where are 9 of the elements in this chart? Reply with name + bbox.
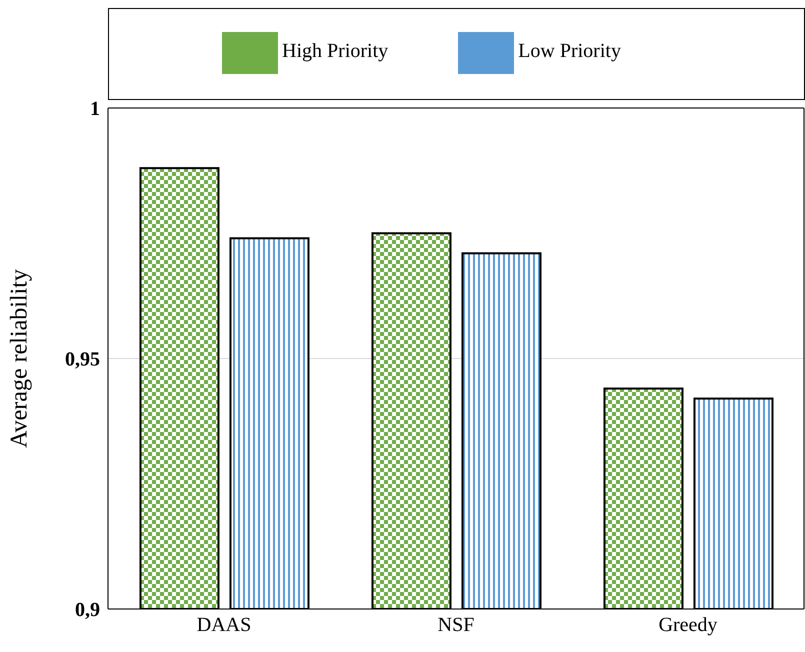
x-tick-label: DAAS (196, 614, 252, 636)
x-tick-label: NSF (438, 614, 474, 636)
x-tick-label: Greedy (658, 614, 718, 636)
y-tick-label: 1 (90, 98, 100, 120)
y-axis-title: Average reliability (6, 269, 33, 448)
y-tick-label: 0,9 (75, 599, 100, 622)
legend-label: High Priority (282, 40, 388, 62)
y-tick-label: 0,95 (65, 348, 100, 371)
legend-label: Low Priority (518, 40, 621, 62)
